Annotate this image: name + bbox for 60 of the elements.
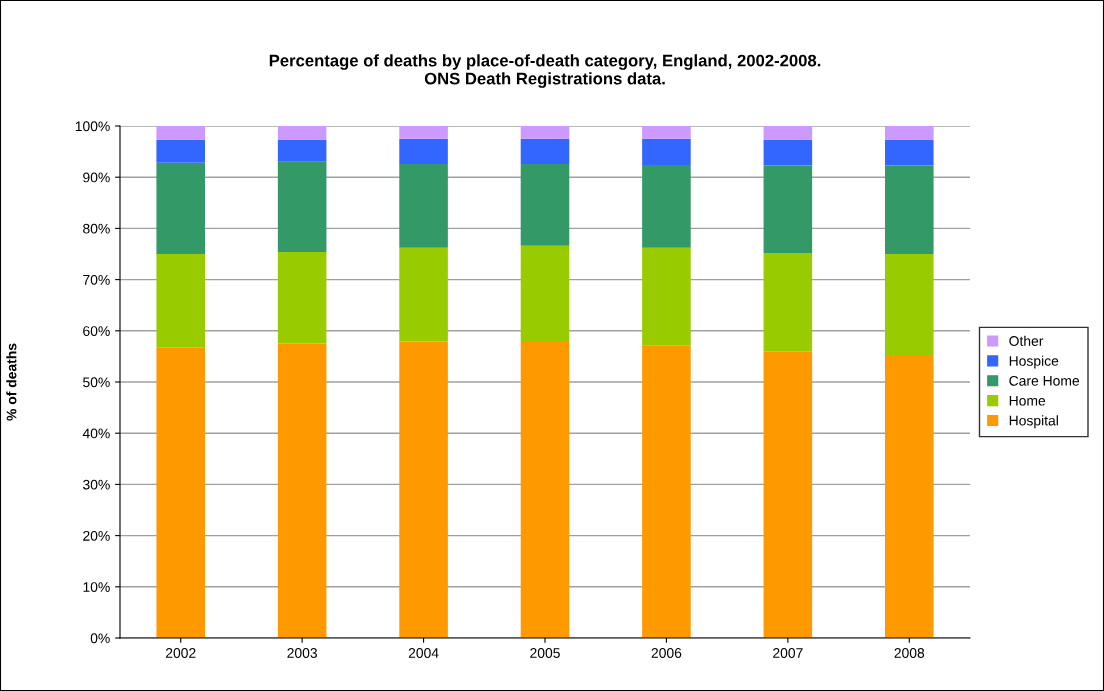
bar <box>763 126 813 140</box>
legend-label: Home <box>1009 395 1046 406</box>
bar <box>885 355 934 638</box>
bar <box>277 161 327 252</box>
legend-label: Other <box>1009 335 1044 346</box>
bar <box>520 138 570 164</box>
bar <box>763 351 813 638</box>
legend-label: Hospital <box>1009 415 1058 429</box>
y-axis-title: % of deaths <box>6 343 17 421</box>
bar <box>520 126 570 139</box>
y-tick-label: 90% <box>83 172 110 183</box>
x-tick-label: 2008 <box>894 648 925 658</box>
x-tick-label: 2006 <box>651 648 682 658</box>
bar <box>642 345 691 638</box>
bar <box>399 163 448 248</box>
bar <box>885 126 934 140</box>
bar <box>642 164 691 248</box>
y-tick-label: 20% <box>83 530 110 541</box>
y-tick-label: 60% <box>83 326 110 336</box>
x-tick-label: 2007 <box>773 648 803 658</box>
bar <box>277 343 327 638</box>
bar <box>642 138 691 165</box>
x-tick-label: 2005 <box>530 648 560 658</box>
bar <box>277 139 327 162</box>
bar <box>156 126 205 140</box>
bar <box>277 126 327 140</box>
y-tick-label: 100% <box>75 121 110 132</box>
x-tick-label: 2003 <box>287 648 317 658</box>
bar <box>399 341 448 638</box>
bar <box>763 139 813 166</box>
legend-label: Care Home <box>1009 375 1080 386</box>
y-tick-label: 0% <box>90 633 110 644</box>
y-tick-label: 80% <box>83 223 110 234</box>
x-tick-label: 2002 <box>165 648 196 658</box>
bar <box>399 138 448 164</box>
bar <box>520 341 570 638</box>
x-tick-label: 2004 <box>408 648 439 658</box>
bar <box>399 247 448 342</box>
bar <box>642 126 691 139</box>
bar <box>156 347 205 638</box>
bar <box>885 254 934 356</box>
bar <box>520 245 570 342</box>
bar <box>156 162 205 254</box>
bar <box>763 165 813 253</box>
bar <box>763 252 813 352</box>
chart-title: Percentage of deaths by place-of-death category, England, 2002-2008. ONS Death Registrations data. <box>269 54 821 88</box>
bar <box>156 254 205 348</box>
y-tick-label: 70% <box>83 274 110 285</box>
y-tick-label: 40% <box>82 428 110 439</box>
bar <box>156 139 205 163</box>
legend-label: Hospice <box>1009 355 1059 369</box>
y-tick-label: 30% <box>83 479 110 490</box>
y-tick-label: 10% <box>83 582 110 592</box>
y-tick-label: 50% <box>83 377 110 388</box>
bar <box>277 251 327 344</box>
bar <box>885 139 934 166</box>
bar <box>399 126 448 139</box>
bar <box>885 165 934 254</box>
bar <box>520 163 570 246</box>
bar <box>642 247 691 346</box>
